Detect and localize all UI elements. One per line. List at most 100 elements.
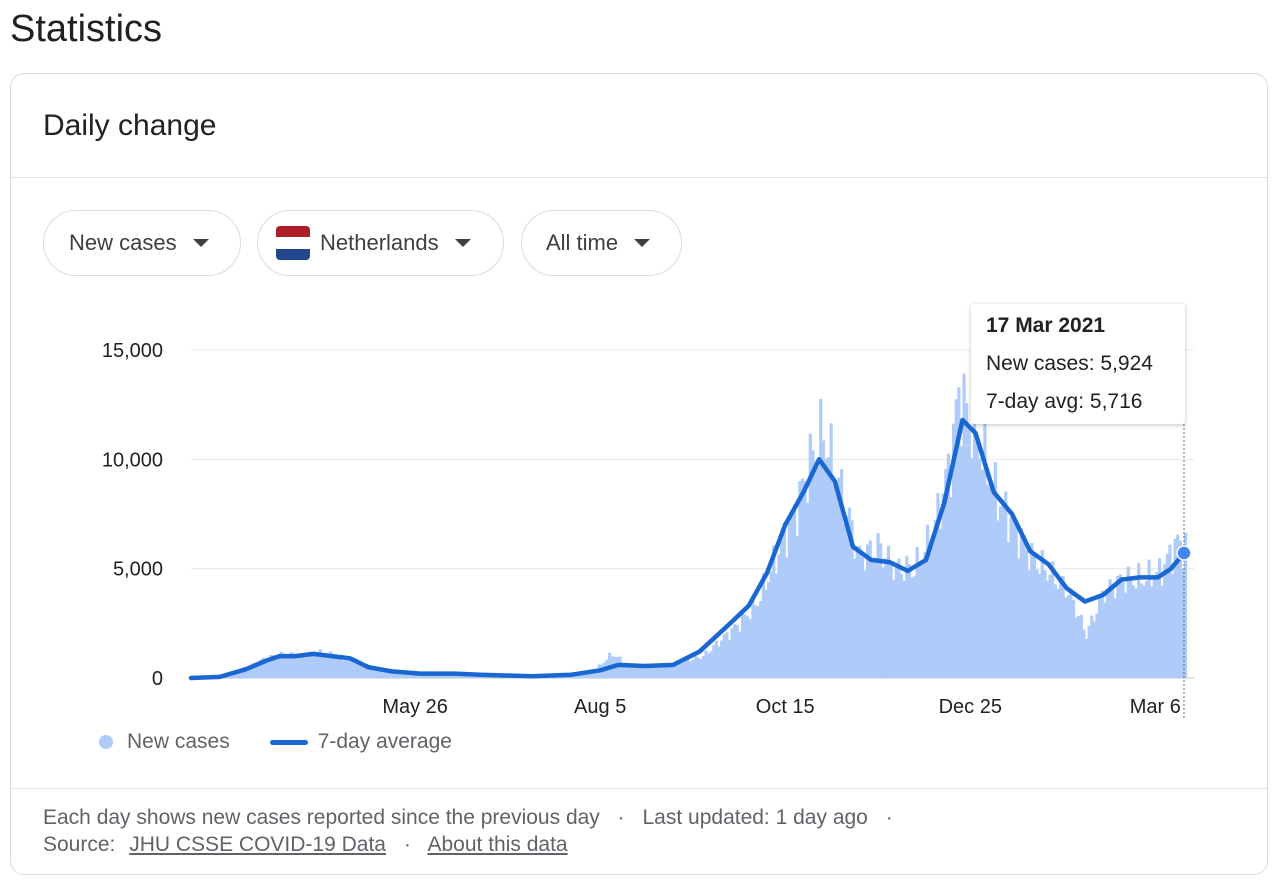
new-cases-bar (714, 640, 719, 678)
flag-stripe-red (276, 226, 310, 238)
new-cases-bar (352, 662, 356, 678)
new-cases-bar (746, 616, 750, 678)
new-cases-bar (297, 654, 302, 678)
new-cases-bar (1184, 532, 1188, 678)
new-cases-bar (266, 660, 270, 678)
new-cases-bar (282, 653, 286, 678)
new-cases-bar (819, 399, 823, 678)
new-cases-bar (628, 665, 633, 678)
about-data-link[interactable]: About this data (427, 833, 568, 856)
country-dropdown[interactable]: Netherlands (257, 210, 504, 276)
new-cases-bar (305, 657, 309, 678)
new-cases-bar (321, 654, 325, 678)
new-cases-bar (1009, 516, 1013, 678)
new-cases-bar (735, 625, 739, 678)
source-link[interactable]: JHU CSSE COVID-19 Data (129, 833, 386, 856)
new-cases-bar (399, 673, 403, 678)
new-cases-bar (391, 671, 395, 678)
new-cases-bar (886, 545, 891, 678)
new-cases-bar (1121, 582, 1125, 678)
card-title: Daily change (43, 109, 217, 142)
new-cases-bar (1124, 592, 1128, 678)
new-cases-bar (675, 661, 679, 678)
new-cases-bar (253, 662, 257, 678)
new-cases-bar (730, 628, 734, 678)
footer-separator: · (885, 806, 893, 829)
new-cases-bar (248, 665, 252, 678)
new-cases-bar (1064, 597, 1068, 678)
daily-change-card: Daily change New cases Netherlands All t… (10, 73, 1268, 875)
new-cases-bar (269, 654, 273, 678)
new-cases-bar (884, 558, 888, 678)
legend-avg-swatch (269, 739, 308, 745)
new-cases-bar (680, 663, 685, 678)
new-cases-bar (787, 522, 792, 678)
new-cases-bar (902, 580, 906, 678)
new-cases-bar (811, 450, 815, 678)
new-cases-bar (1173, 538, 1177, 678)
x-tick-label: Aug 5 (574, 696, 626, 718)
new-cases-bar (748, 619, 752, 678)
new-cases-bar (691, 659, 695, 678)
footer-line-2: Source: JHU CSSE COVID-19 Data · About t… (43, 831, 905, 858)
legend-new-cases-label: New cases (127, 730, 230, 753)
new-cases-bar (993, 462, 997, 678)
new-cases-bar (667, 665, 672, 678)
netherlands-flag-icon (276, 226, 310, 260)
new-cases-bar (1032, 555, 1037, 678)
new-cases-bar (1160, 585, 1164, 678)
new-cases-bar (1027, 570, 1031, 678)
metric-dropdown[interactable]: New cases (43, 210, 241, 276)
new-cases-bar (1176, 534, 1180, 678)
new-cases-bar (1118, 574, 1123, 678)
new-cases-bar (824, 458, 828, 678)
hover-point (1176, 545, 1192, 561)
new-cases-bar (683, 659, 687, 678)
new-cases-bar (756, 606, 760, 678)
new-cases-bar (717, 646, 721, 678)
new-cases-bar (699, 659, 703, 678)
time-range-dropdown[interactable]: All time (521, 210, 682, 276)
new-cases-bar (751, 596, 755, 678)
new-cases-bar (871, 559, 875, 678)
new-cases-bar (785, 557, 789, 678)
new-cases-bar (1111, 583, 1115, 678)
new-cases-bar (344, 657, 348, 678)
tooltip-new-cases: New cases: 5,924 (986, 352, 1153, 375)
new-cases-bar (634, 665, 638, 678)
new-cases-bar (373, 670, 377, 678)
new-cases-bar (1100, 590, 1104, 678)
new-cases-bar (409, 674, 414, 678)
new-cases-bar (743, 614, 747, 678)
new-cases-bar (991, 486, 995, 678)
new-cases-bar (279, 651, 283, 678)
new-cases-bar (774, 573, 779, 678)
cases-chart[interactable]: 0 5,000 10,000 15,000 May 26 Aug 5 Oct 15 Dec 2… (11, 74, 1268, 754)
new-cases-bar (834, 488, 838, 678)
new-cases-bar (816, 467, 820, 678)
new-cases-bar (1105, 588, 1110, 678)
new-cases-bar (292, 656, 296, 678)
new-cases-bar (889, 562, 893, 678)
footer-separator: · (617, 806, 625, 829)
new-cases-bar (1165, 553, 1169, 678)
new-cases-bar (263, 658, 268, 678)
new-cases-bar (365, 663, 369, 678)
new-cases-bar (1022, 534, 1026, 678)
new-cases-bar (970, 458, 974, 678)
new-cases-bar (1071, 599, 1076, 678)
new-cases-bar (1142, 585, 1146, 678)
new-cases-bar (1144, 581, 1149, 678)
new-cases-bar (694, 655, 698, 678)
new-cases-bar (636, 665, 640, 678)
new-cases-bar (1090, 615, 1094, 678)
new-cases-bar (826, 457, 831, 678)
y-tick-label: 15,000 (102, 340, 163, 362)
new-cases-bar (985, 484, 990, 678)
new-cases-bar (376, 668, 380, 678)
new-cases-bar (962, 373, 966, 678)
new-cases-bar (316, 654, 320, 678)
card-divider-bottom (11, 788, 1267, 789)
new-cases-bar (389, 671, 393, 678)
new-cases-bar (407, 672, 411, 678)
